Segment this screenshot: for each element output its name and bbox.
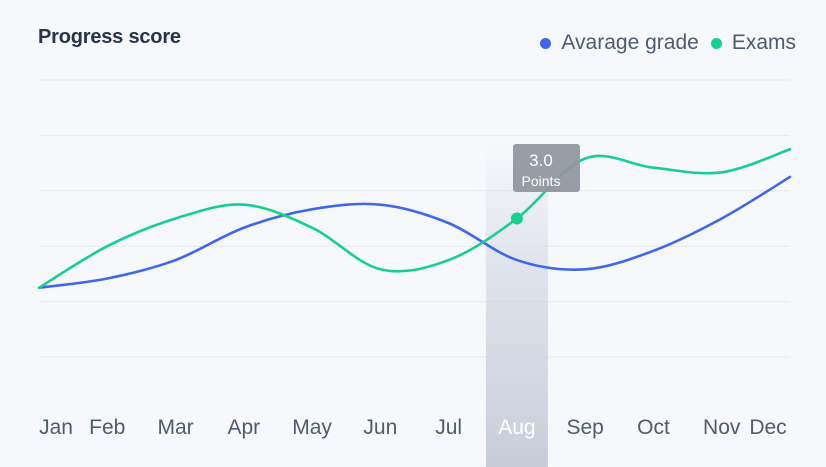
legend-item-exams[interactable]: Exams <box>710 31 796 55</box>
exams-line <box>37 147 792 290</box>
highlight-point-marker <box>510 212 523 225</box>
x-tick-label-oct: Oct <box>637 416 670 439</box>
highlight-column <box>485 140 548 467</box>
chart-legend: Avarage grade Exams <box>540 31 796 55</box>
x-tick-label-may: May <box>292 416 332 439</box>
x-tick-label-feb: Feb <box>89 416 125 439</box>
tooltip-box <box>513 144 580 192</box>
tooltip-label: Points <box>522 173 561 189</box>
x-tick-label-apr: Apr <box>227 416 260 439</box>
exams-legend-label: Exams <box>731 31 796 54</box>
average-grade-line <box>37 175 792 290</box>
x-tick-label-sep: Sep <box>566 416 603 439</box>
x-tick-label-jun: Jun <box>363 416 397 439</box>
x-tick-label-aug: Aug <box>498 416 535 439</box>
x-tick-label-dec: Dec <box>749 416 786 439</box>
x-tick-label-nov: Nov <box>703 416 741 439</box>
chart-title: Progress score <box>38 26 181 48</box>
average-grade-legend-dot <box>540 37 552 49</box>
average-grade-legend-label: Avarage grade <box>561 31 699 54</box>
exams-legend-dot <box>710 37 722 49</box>
x-tick-label-jul: Jul <box>435 416 462 439</box>
legend-item-average-grade[interactable]: Avarage grade <box>540 31 699 55</box>
x-tick-label-jan: Jan <box>39 416 73 439</box>
x-tick-label-mar: Mar <box>157 416 193 439</box>
tooltip-value: 3.0 <box>529 151 553 170</box>
